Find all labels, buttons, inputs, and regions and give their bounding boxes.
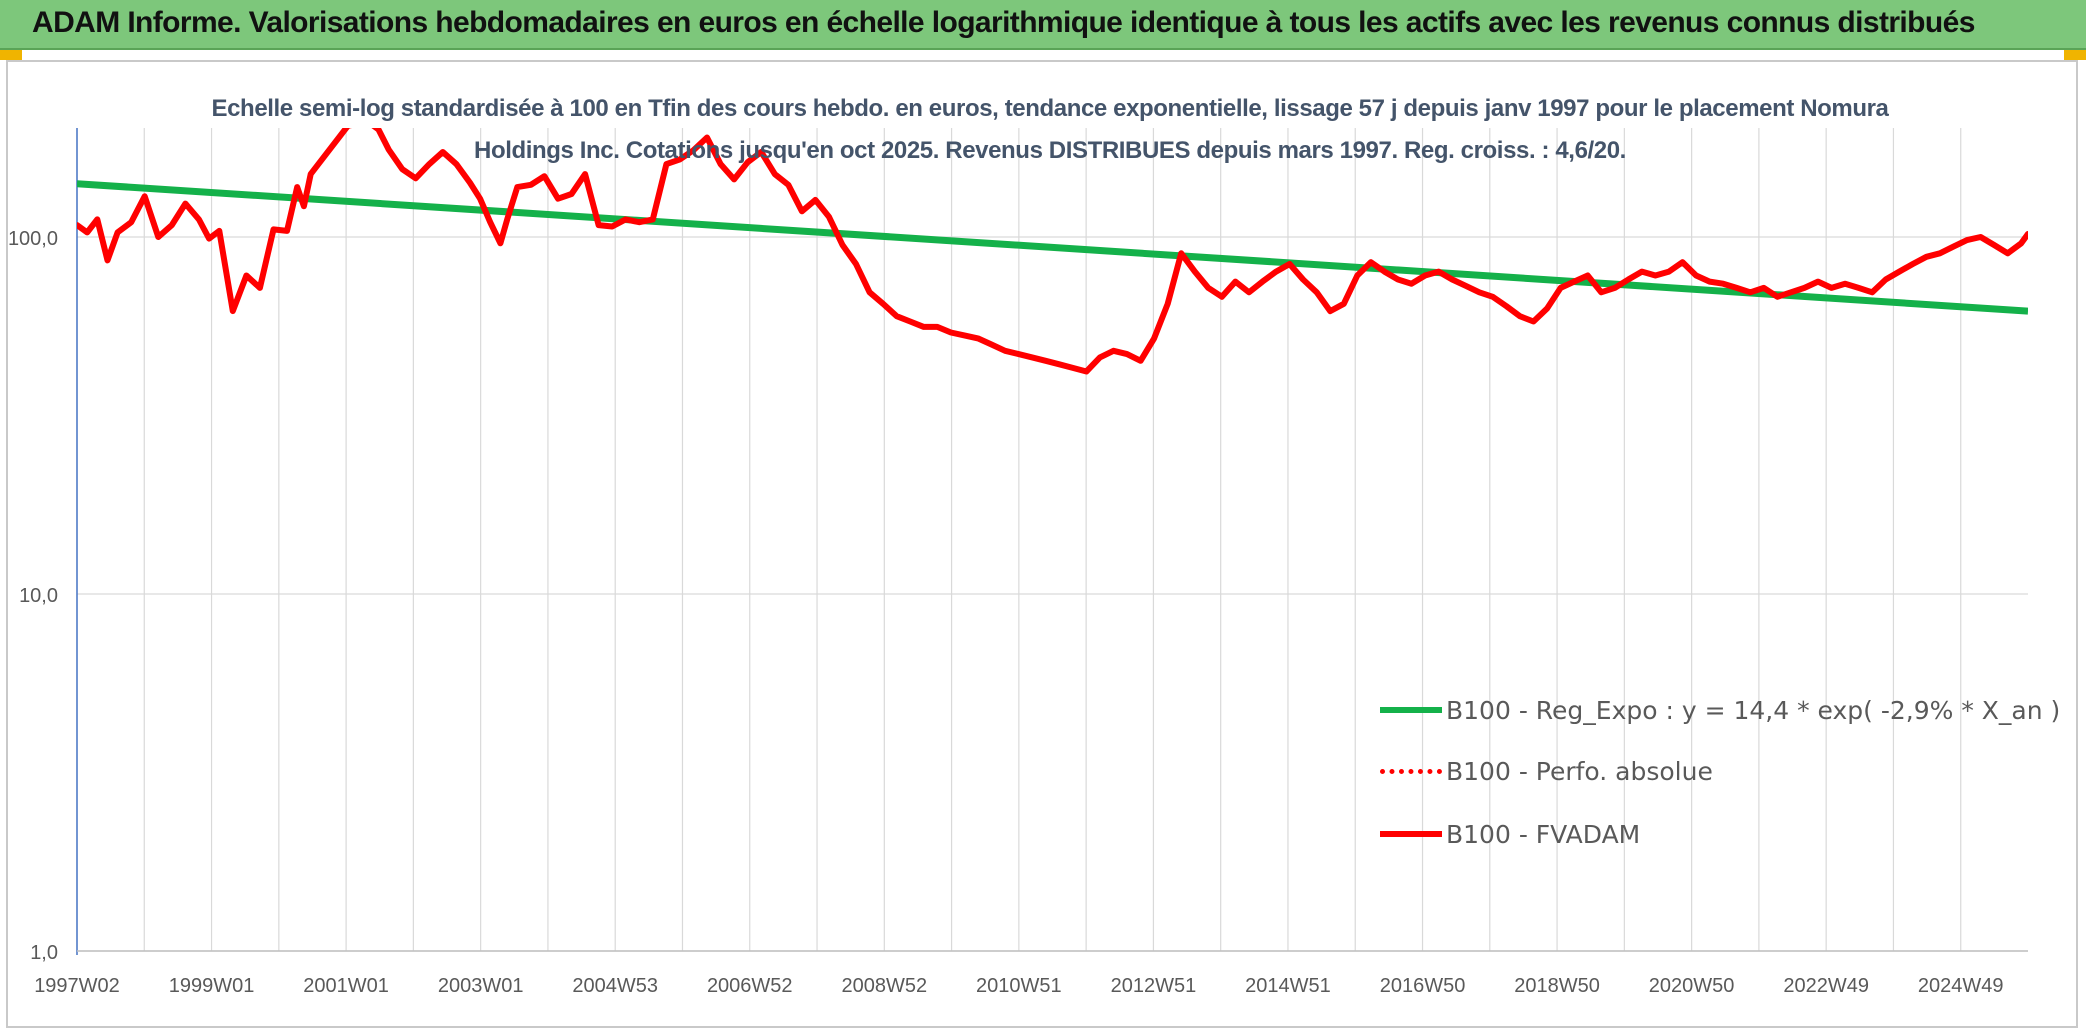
- x-tick-label: 2018W50: [1514, 975, 1600, 997]
- x-tick-label: 2014W51: [1245, 975, 1331, 997]
- report-title: ADAM Informe. Valorisations hebdomadaire…: [32, 6, 1975, 39]
- x-tick-label: 2010W51: [976, 975, 1062, 997]
- corner-mark-right: [2064, 50, 2086, 60]
- y-tick-label: 1,0: [30, 942, 58, 964]
- x-tick-label: 2024W49: [1918, 975, 2004, 997]
- legend-label-fvadam: B100 - FVADAM: [1446, 819, 1641, 849]
- x-tick-label: 2008W52: [841, 975, 927, 997]
- x-tick-label: 2016W50: [1380, 975, 1466, 997]
- legend-label-reg-expo: B100 - Reg_Expo : y = 14,4 * exp( -2,9% …: [1446, 695, 2061, 725]
- series-fvadam-line: [77, 128, 2028, 375]
- legend-swatch-red-dotted: [1380, 768, 1442, 774]
- corner-mark-left: [0, 50, 22, 60]
- chart-frame: [6, 60, 2078, 1028]
- legend-label-perfo-absolue: B100 - Perfo. absolue: [1446, 756, 1713, 786]
- y-tick-label: 100,0: [8, 228, 58, 250]
- legend-swatch-green-line: [1380, 707, 1442, 713]
- x-tick-label: 2022W49: [1783, 975, 1869, 997]
- legend-item-fvadam: B100 - FVADAM: [1380, 814, 1640, 854]
- x-tick-label: 2004W53: [572, 975, 658, 997]
- chart-subtitle: Echelle semi-log standardisée à 100 en T…: [211, 95, 1889, 164]
- x-tick-label: 2001W01: [303, 975, 389, 997]
- x-tick-label: 2006W52: [707, 975, 793, 997]
- x-tick-label: 2012W51: [1111, 975, 1197, 997]
- x-tick-label: 1999W01: [169, 975, 255, 997]
- series-reg-expo-line: [77, 180, 2028, 315]
- legend-item-reg-expo: B100 - Reg_Expo : y = 14,4 * exp( -2,9% …: [1380, 690, 2060, 730]
- x-tick-label: 2003W01: [438, 975, 524, 997]
- legend-swatch-red-line: [1380, 831, 1442, 837]
- y-tick-label: 10,0: [19, 585, 58, 607]
- header-bar: ADAM Informe. Valorisations hebdomadaire…: [0, 0, 2086, 50]
- x-tick-label: 2020W50: [1649, 975, 1735, 997]
- legend-item-perfo-absolue: B100 - Perfo. absolue: [1380, 751, 1713, 791]
- x-tick-label: 1997W02: [34, 975, 120, 997]
